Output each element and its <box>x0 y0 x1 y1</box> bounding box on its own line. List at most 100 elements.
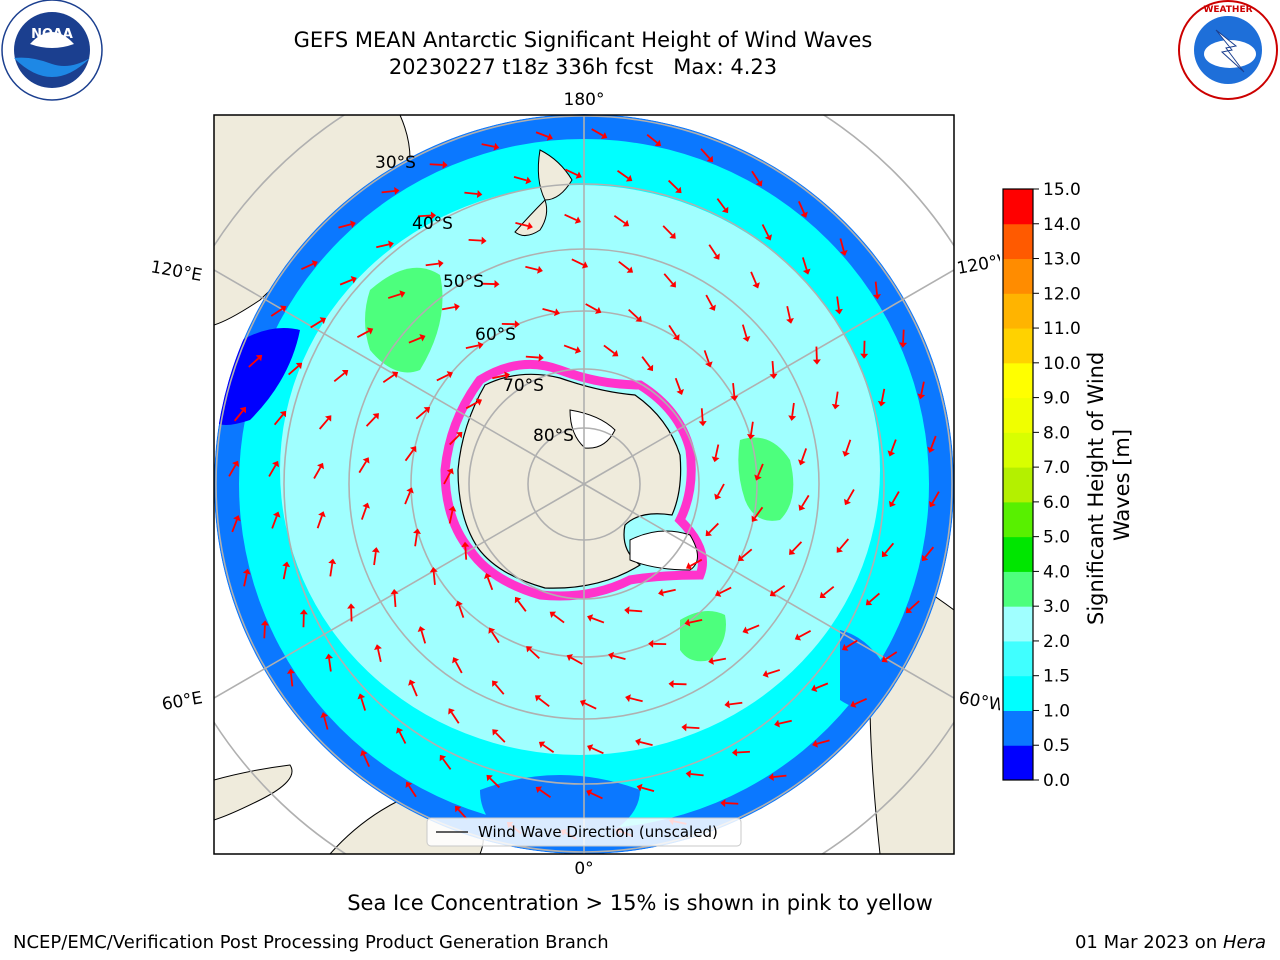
colorbar-segment <box>1003 258 1033 294</box>
wave-direction-arrow <box>263 625 266 639</box>
wave-direction-arrowhead <box>742 335 751 342</box>
wave-direction-arrow <box>816 739 830 745</box>
wave-direction-arrowhead <box>708 657 714 665</box>
wave-direction-arrowhead <box>362 457 370 464</box>
wave-direction-arrowhead <box>527 222 533 230</box>
wave-direction-arrowhead <box>877 400 886 407</box>
wave-direction-arrow <box>553 614 565 624</box>
wave-direction-arrowhead <box>492 680 499 687</box>
wave-direction-arrow <box>454 661 463 674</box>
wave-direction-arrowhead <box>325 415 332 422</box>
lon-label-60e: 60°E <box>160 688 204 715</box>
wave-direction-arrow <box>441 306 456 311</box>
wave-direction-arrowhead <box>881 655 889 663</box>
colorbar-tick-label: 12.0 <box>1043 284 1081 304</box>
wave-direction-arrowhead <box>842 643 849 651</box>
wave-direction-arrow <box>570 656 583 665</box>
wave-direction-arrow <box>668 324 677 337</box>
colorbar-tick-label: 1.5 <box>1043 667 1070 687</box>
wave-direction-arrow <box>282 566 288 580</box>
wave-direction-arrow <box>716 483 725 496</box>
wave-direction-arrow <box>584 702 597 710</box>
wave-direction-arrowhead <box>504 371 510 380</box>
wave-direction-arrow <box>767 669 781 675</box>
wave-direction-arrow <box>716 198 726 210</box>
lon-label-120e: 120°E <box>149 257 203 286</box>
wave-direction-arrowhead <box>538 353 544 362</box>
wave-direction-arrow <box>854 698 867 705</box>
wave-direction-arrowhead <box>608 651 614 660</box>
wave-direction-arrowhead <box>538 741 546 749</box>
wave-direction-arrowhead <box>668 679 674 688</box>
colorbar-segment <box>1003 362 1033 399</box>
wave-direction-arrowhead <box>611 350 619 357</box>
wave-direction-arrowhead <box>486 774 493 782</box>
wave-direction-arrow <box>930 435 937 449</box>
wave-direction-arrow <box>363 754 370 767</box>
wave-direction-arrow <box>885 651 898 660</box>
wave-direction-arrow <box>494 683 505 695</box>
wave-direction-arrowhead <box>587 614 594 622</box>
wave-direction-arrowhead <box>811 684 818 692</box>
wave-direction-arrow <box>486 577 494 591</box>
colorbar-label: Significant Height of Wind Waves [m] <box>1084 345 1134 625</box>
wave-direction-arrowhead <box>575 171 582 179</box>
wave-direction-arrowhead <box>917 393 926 400</box>
colorbar-tick-label: 14.0 <box>1043 215 1081 235</box>
wave-direction-arrowhead <box>574 216 581 224</box>
wave-direction-arrow <box>515 221 529 227</box>
wave-direction-arrowhead <box>526 646 533 653</box>
wave-direction-arrow <box>839 238 845 252</box>
wave-direction-arrowhead <box>713 253 720 260</box>
wave-direction-arrowhead <box>366 327 374 335</box>
polar-map: 30°S 40°S 50°S 60°S 70°S 80°S 180° 0° 12… <box>149 90 1000 879</box>
lat-label-30s: 30°S <box>375 153 416 173</box>
wave-direction-arrow <box>891 491 900 504</box>
wave-direction-arrow <box>754 506 764 519</box>
wave-direction-arrowhead <box>405 781 413 789</box>
wave-direction-arrowhead <box>282 561 291 568</box>
lat-label-80s: 80°S <box>533 426 574 446</box>
wave-direction-arrow <box>714 444 720 458</box>
wave-direction-arrow <box>468 239 482 242</box>
wave-direction-arrowhead <box>672 334 680 341</box>
wave-direction-arrowhead <box>731 748 738 757</box>
wave-direction-arrow <box>442 758 452 770</box>
colorbar-segment <box>1003 710 1033 746</box>
wave-direction-arrowhead <box>255 354 263 362</box>
wave-direction-arrowhead <box>899 342 908 348</box>
wave-direction-arrow <box>338 223 352 229</box>
wave-direction-arrowhead <box>492 729 499 736</box>
wave-direction-arrow <box>231 519 238 533</box>
colorbar-segment <box>1003 571 1033 607</box>
wave-direction-arrowhead <box>446 468 454 475</box>
chart-subtitle: 20230227 t18z 336h fcst Max: 4.23 <box>388 55 778 79</box>
wave-direction-arrow <box>464 191 478 195</box>
wave-direction-arrowhead <box>730 395 739 402</box>
wave-direction-arrowhead <box>317 462 324 470</box>
wave-direction-arrow <box>834 391 839 405</box>
wave-direction-arrow <box>373 552 377 566</box>
wave-direction-arrowhead <box>721 206 729 214</box>
wave-direction-arrowhead <box>836 546 843 553</box>
wave-direction-arrowhead <box>319 317 326 325</box>
colorbar-tick-label: 1.0 <box>1043 701 1070 721</box>
wave-direction-arrowhead <box>341 370 349 377</box>
wave-direction-arrowhead <box>669 232 676 239</box>
wave-direction-arrow <box>836 296 840 310</box>
wave-direction-arrow <box>663 273 674 285</box>
wave-direction-arrowhead <box>754 474 762 481</box>
footer-date: 01 Mar 2023 on Hera <box>1075 932 1266 953</box>
wave-direction-arrow <box>700 408 704 422</box>
wave-direction-arrow <box>539 789 551 798</box>
wave-direction-arrow <box>778 719 792 725</box>
wave-direction-arrow <box>585 303 598 312</box>
wave-direction-arrow <box>868 592 880 603</box>
wave-direction-arrowhead <box>705 529 712 537</box>
wave-direction-arrowhead <box>681 723 687 732</box>
wave-direction-arrowhead <box>399 290 406 298</box>
wave-direction-arrowhead <box>371 547 380 553</box>
wave-direction-arrowhead <box>626 266 634 273</box>
wave-direction-arrowhead <box>720 799 726 808</box>
wave-direction-arrow <box>641 356 651 368</box>
